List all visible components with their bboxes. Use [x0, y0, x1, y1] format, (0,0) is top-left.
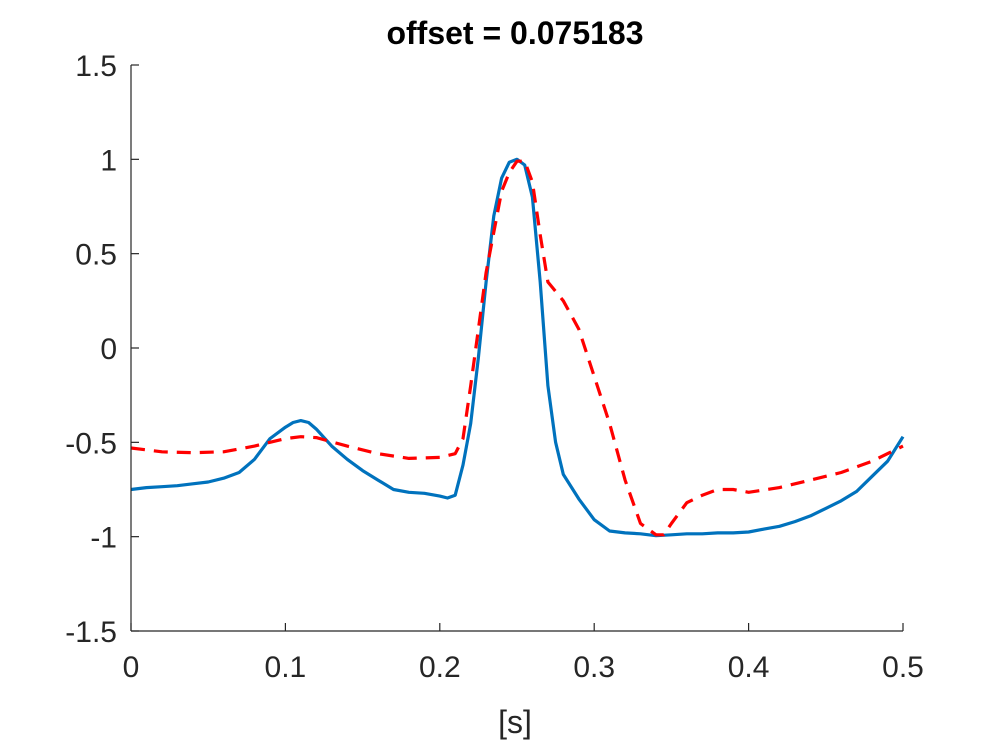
y-tick-label: 0 [100, 333, 117, 366]
y-tick-label: -0.5 [65, 427, 117, 460]
chart-title: offset = 0.075183 [386, 15, 643, 51]
x-tick-label: 0.3 [573, 651, 615, 684]
series-line-2 [130, 159, 904, 537]
x-axis-label: [s] [498, 704, 532, 740]
x-tick-label: 0.5 [882, 651, 924, 684]
axes: 0 0.1 0.2 0.3 0.4 0.5 -1.5 -1 -0.5 0 0.5 1 1.5 [65, 50, 924, 684]
y-tick-label: -1.5 [65, 616, 117, 649]
y-tick-label: 0.5 [75, 239, 117, 272]
y-tick-label: 1.5 [75, 50, 117, 83]
series-line-1 [130, 157, 905, 538]
x-tick-label: 0.4 [728, 651, 770, 684]
plot-area [130, 157, 905, 538]
y-tick-label: 1 [100, 144, 117, 177]
y-tick-label: -1 [90, 522, 117, 555]
x-tick-label: 0 [123, 651, 140, 684]
x-tick-label: 0.2 [419, 651, 461, 684]
x-tick-label: 0.1 [265, 651, 307, 684]
